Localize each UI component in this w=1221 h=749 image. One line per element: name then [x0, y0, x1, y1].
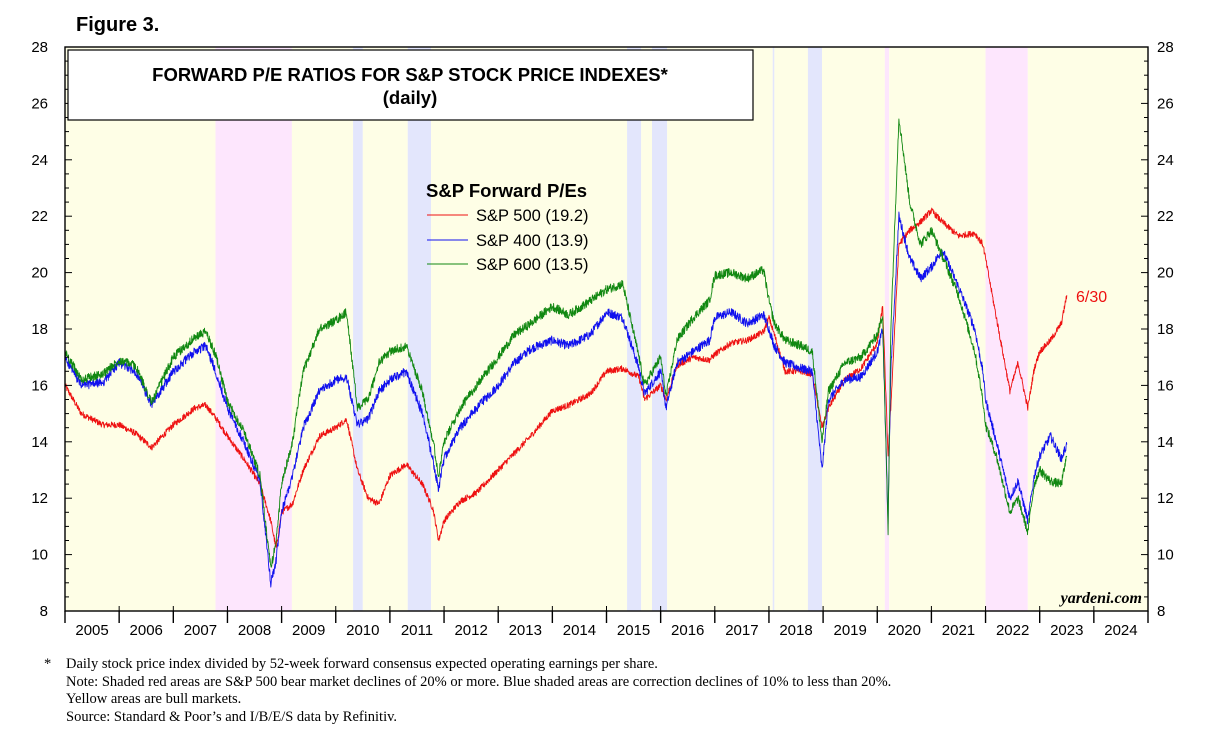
title-frame	[67, 49, 754, 121]
correction-market-shade	[651, 47, 668, 611]
market-period-shading	[65, 47, 1148, 611]
bull-market-shade	[65, 47, 216, 611]
legend-label-sp500: S&P 500 (19.2)	[476, 207, 589, 225]
y-tick-label-right: 8	[1157, 603, 1165, 620]
x-tick-label: 2024	[1104, 622, 1137, 639]
y-tick-label-right: 10	[1157, 547, 1174, 564]
x-tick-label: 2014	[563, 622, 596, 639]
bull-market-shade	[822, 47, 885, 611]
series-line-sp500	[64, 207, 1068, 548]
y-tick-label-left: 10	[31, 547, 48, 564]
y-tick-label-left: 24	[31, 152, 48, 169]
title-box: FORWARD P/E RATIOS FOR S&P STOCK PRICE I…	[67, 49, 754, 121]
x-tick-label: 2005	[75, 622, 108, 639]
y-tick-label-left: 12	[31, 490, 48, 507]
x-tick-label: 2015	[617, 622, 650, 639]
x-tick-label: 2010	[346, 622, 379, 639]
series-lines	[64, 118, 1068, 588]
footnote-text: Daily stock price index divided by 52-we…	[66, 656, 658, 672]
bull-market-shade	[774, 47, 808, 611]
x-tick-label: 2018	[779, 622, 812, 639]
legend-label-sp600: S&P 600 (13.5)	[476, 256, 589, 274]
watermark: yardeni.com	[1059, 590, 1142, 607]
bear-market-shade	[215, 47, 292, 611]
x-tick-label: 2021	[942, 622, 975, 639]
x-tick-label: 2012	[454, 622, 487, 639]
correction-market-shade	[627, 47, 642, 611]
chart-subtitle: (daily)	[383, 87, 437, 108]
x-tick-label: 2016	[671, 622, 704, 639]
footnote-line: Yellow areas are bull markets.	[66, 691, 242, 707]
y-tick-label-right: 26	[1157, 95, 1174, 112]
y-tick-label-left: 26	[31, 95, 48, 112]
footnote-line: Source: Standard & Poor’s and I/B/E/S da…	[66, 708, 398, 725]
chart-title: FORWARD P/E RATIOS FOR S&P STOCK PRICE I…	[152, 64, 668, 85]
y-tick-label-left: 22	[31, 208, 48, 225]
x-tick-label: 2009	[292, 622, 325, 639]
x-tick-label: 2019	[833, 622, 866, 639]
y-tick-label-left: 14	[31, 434, 48, 451]
x-tick-label: 2006	[130, 622, 163, 639]
y-tick-label-left: 20	[31, 265, 48, 282]
end-date-label: 6/30	[1076, 289, 1107, 306]
y-tick-label-right: 14	[1157, 434, 1174, 451]
x-tick-label: 2023	[1050, 622, 1083, 639]
legend-title: S&P Forward P/Es	[426, 180, 587, 201]
footnote-marker: *	[44, 656, 52, 672]
y-tick-label-left: 28	[31, 39, 48, 56]
y-tick-label-right: 18	[1157, 321, 1174, 338]
y-tick-label-left: 18	[31, 321, 48, 338]
x-tick-label: 2013	[509, 622, 542, 639]
series-line-sp400	[64, 211, 1068, 588]
correction-market-shade	[353, 47, 363, 611]
y-tick-label-left: 16	[31, 377, 48, 394]
legend-label-sp400: S&P 400 (13.9)	[476, 232, 589, 250]
series-line-sp600	[64, 118, 1068, 568]
x-tick-label: 2007	[184, 622, 217, 639]
y-tick-label-left: 8	[40, 603, 48, 620]
y-tick-label-right: 16	[1157, 377, 1174, 394]
x-tick-label: 2008	[238, 622, 271, 639]
legend: S&P Forward P/Es S&P 500 (19.2) S&P 400 …	[426, 180, 589, 274]
y-tick-label-right: 12	[1157, 490, 1174, 507]
x-tick-label: 2022	[996, 622, 1029, 639]
bull-market-shade	[1027, 47, 1148, 611]
bull-market-shade	[641, 47, 652, 611]
figure-label: Figure 3.	[76, 14, 160, 36]
footnotes: * Daily stock price index divided by 52-…	[44, 656, 891, 726]
correction-market-shade	[807, 47, 823, 611]
bear-market-shade	[884, 47, 890, 611]
y-tick-label-right: 28	[1157, 39, 1174, 56]
y-tick-label-right: 20	[1157, 265, 1174, 282]
x-tick-label: 2020	[888, 622, 921, 639]
correction-market-shade	[407, 47, 432, 611]
footnote-line: * Daily stock price index divided by 52-…	[44, 656, 891, 674]
correction-market-shade	[772, 47, 775, 611]
bear-market-shade	[985, 47, 1028, 611]
footnote-line: Note: Shaded red areas are S&P 500 bear …	[66, 673, 892, 690]
x-tick-label: 2011	[401, 622, 433, 639]
y-tick-label-right: 22	[1157, 208, 1174, 225]
bull-market-shade	[362, 47, 408, 611]
x-tick-label: 2017	[725, 622, 758, 639]
bull-market-shade	[889, 47, 986, 611]
y-tick-label-right: 24	[1157, 152, 1174, 169]
